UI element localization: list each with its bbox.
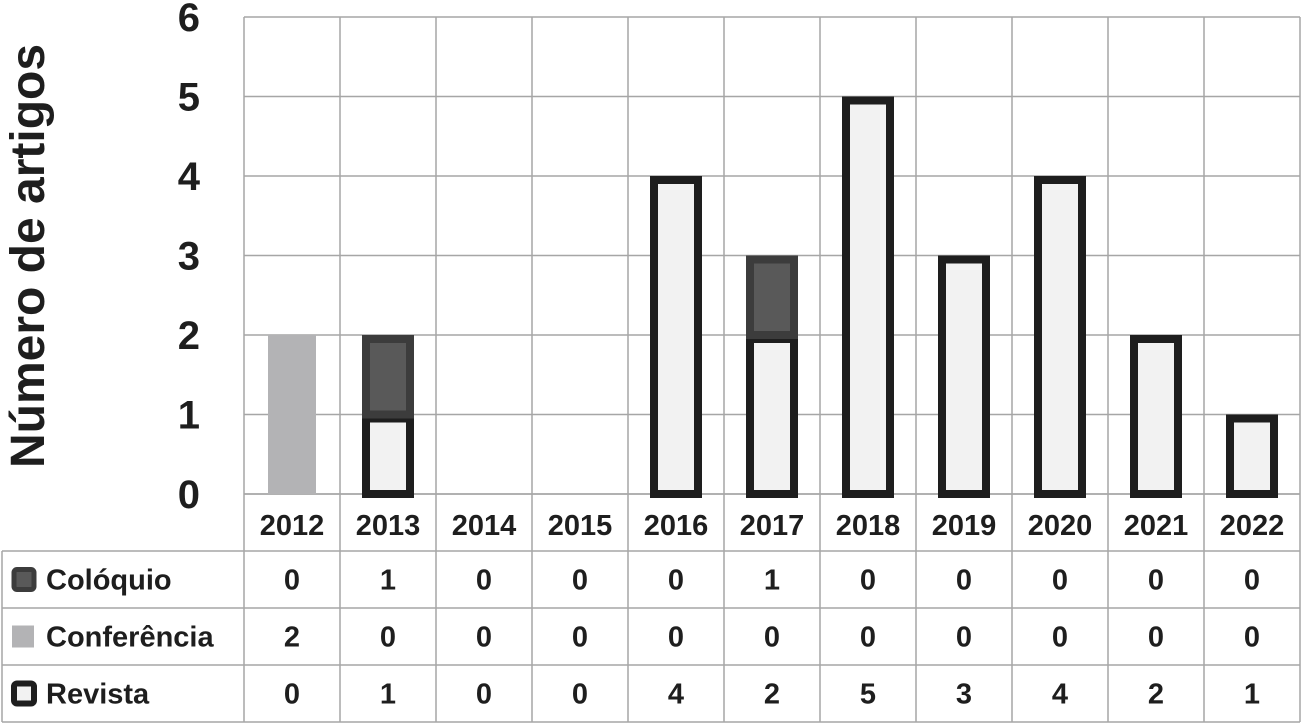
table-cell-revista-2012: 0 (284, 679, 300, 711)
bar-revista-2018 (842, 96, 894, 498)
x-tick-label: 2020 (1028, 510, 1093, 542)
x-tick-label: 2018 (836, 510, 901, 542)
table-cell-conferência-2021: 0 (1148, 622, 1164, 654)
table-cell-colóquio-2020: 0 (1052, 565, 1068, 597)
x-tick-label: 2017 (740, 510, 805, 542)
x-tick-label: 2021 (1124, 510, 1189, 542)
table-cell-conferência-2012: 2 (284, 622, 300, 654)
table-cell-revista-2014: 0 (476, 679, 492, 711)
table-cell-conferência-2014: 0 (476, 622, 492, 654)
table-cell-conferência-2022: 0 (1244, 622, 1260, 654)
table-cell-colóquio-2018: 0 (860, 565, 876, 597)
table-cell-colóquio-2017: 1 (764, 565, 780, 597)
table-cell-revista-2021: 2 (1148, 679, 1164, 711)
y-axis-label: Número de artigos (2, 44, 55, 468)
y-tick-label: 1 (178, 394, 200, 438)
bar-revista-2021 (1130, 335, 1182, 498)
table-cell-colóquio-2015: 0 (572, 565, 588, 597)
x-tick-label: 2016 (644, 510, 709, 542)
y-tick-label: 4 (178, 155, 201, 199)
gridlines (243, 16, 1301, 495)
table-cell-colóquio-2013: 1 (380, 565, 396, 597)
table-cell-colóquio-2014: 0 (476, 565, 492, 597)
x-tick-label: 2012 (260, 510, 325, 542)
table-cell-revista-2017: 2 (764, 679, 780, 711)
x-tick-label: 2015 (548, 510, 613, 542)
x-tick-label: 2019 (932, 510, 997, 542)
legend-key-colóquio (11, 567, 37, 592)
table-cell-revista-2020: 4 (1052, 679, 1068, 711)
table-cell-revista-2022: 1 (1244, 679, 1260, 711)
y-tick-label: 6 (178, 0, 200, 40)
table-cell-conferência-2019: 0 (956, 622, 972, 654)
legend-key-conferência (12, 625, 34, 648)
table-cell-colóquio-2016: 0 (668, 565, 684, 597)
table-cell-conferência-2017: 0 (764, 622, 780, 654)
x-tick-label: 2013 (356, 510, 421, 542)
y-tick-label: 5 (178, 76, 200, 120)
data-table: 2012 2013 2014 2015 2016 2017 2018 2019 2020 2021… (1, 494, 1301, 723)
legend-label-conferência: Conferência (46, 622, 214, 654)
table-cell-revista-2013: 1 (380, 679, 396, 711)
bar-revista-2022 (1226, 414, 1278, 498)
table-cell-colóquio-2012: 0 (284, 565, 300, 597)
bar-revista-2020 (1034, 176, 1086, 498)
table-cell-conferência-2016: 0 (668, 622, 684, 654)
y-tick-label: 3 (178, 235, 200, 279)
table-cell-revista-2015: 0 (572, 679, 588, 711)
y-tick-label: 2 (178, 314, 200, 358)
table-cell-conferência-2018: 0 (860, 622, 876, 654)
x-tick-label: 2014 (452, 510, 517, 542)
y-axis-ticks: 0 1 2 3 4 5 6 (178, 0, 201, 517)
table-cell-colóquio-2022: 0 (1244, 565, 1260, 597)
bar-revista-2016 (650, 176, 702, 498)
bar-conferência-2012 (268, 335, 316, 494)
table-cell-colóquio-2019: 0 (956, 565, 972, 597)
bar-revista-2017 (746, 335, 798, 498)
bar-colóquio-2013 (362, 335, 414, 419)
legend-key-revista (11, 680, 37, 707)
bars (268, 96, 1278, 498)
legend-label-revista: Revista (46, 679, 150, 711)
bar-colóquio-2017 (746, 255, 798, 339)
table-cell-conferência-2013: 0 (380, 622, 396, 654)
legend-label-colóquio: Colóquio (46, 565, 172, 597)
table-cell-colóquio-2021: 0 (1148, 565, 1164, 597)
table-cell-conferência-2015: 0 (572, 622, 588, 654)
table-cell-revista-2018: 5 (860, 679, 876, 711)
table-cell-revista-2016: 4 (668, 679, 684, 711)
table-cell-revista-2019: 3 (956, 679, 972, 711)
x-tick-label: 2022 (1220, 510, 1285, 542)
y-tick-label: 0 (178, 473, 200, 517)
table-cell-conferência-2020: 0 (1052, 622, 1068, 654)
bar-revista-2013 (362, 414, 414, 498)
bar-revista-2019 (938, 255, 990, 498)
